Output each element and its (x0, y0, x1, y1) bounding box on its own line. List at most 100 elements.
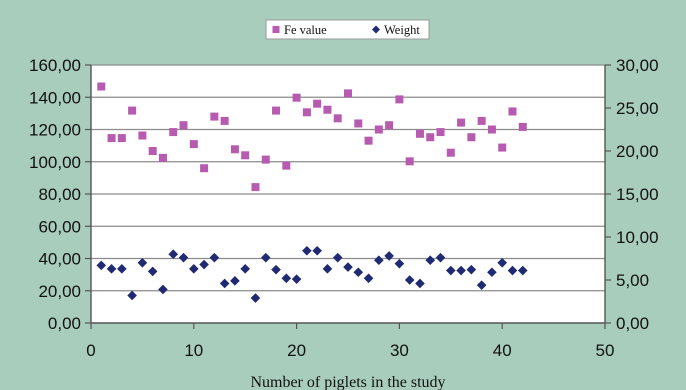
weight-point (291, 274, 302, 284)
weight-point (189, 264, 199, 274)
weight-point (147, 266, 158, 277)
y-tick-label-left: 140,00 (29, 88, 81, 107)
weight-point (466, 264, 477, 275)
weight-point (106, 264, 117, 274)
fe-value-point (498, 143, 507, 152)
data-marks (96, 82, 528, 303)
fe-value-point (282, 161, 291, 170)
axes (85, 64, 611, 329)
legend-box (265, 19, 430, 40)
weight-point (260, 252, 271, 263)
fe-value-point (446, 148, 455, 157)
fe-value-point (230, 145, 239, 154)
x-axis-label: Number of piglets in the study (250, 374, 445, 390)
fe-value-point (374, 125, 383, 134)
fe-value-point (292, 93, 301, 102)
fe-value-point (385, 121, 394, 130)
weight-point (353, 267, 364, 278)
y-tick-label-right: 5,00 (616, 271, 649, 290)
legend-marker-1 (372, 25, 380, 34)
fe-value-point (487, 125, 496, 134)
y-tick-label-left: 40,00 (38, 250, 81, 269)
fe-value-point (241, 151, 250, 160)
fe-value-point (128, 106, 137, 115)
fe-value-point (97, 82, 106, 91)
weight-point (425, 255, 436, 266)
fe-value-point (344, 89, 352, 98)
fe-value-point (436, 128, 445, 137)
weight-point (127, 290, 137, 301)
fe-value-point (477, 116, 486, 125)
weight-point (312, 245, 322, 256)
weight-point (446, 265, 456, 276)
fe-value-point (261, 155, 270, 164)
legend-marker-0 (272, 26, 280, 33)
weight-point (384, 251, 394, 261)
y-tick-label-left: 100,00 (29, 153, 81, 172)
fe-value-point (251, 183, 260, 192)
y-tick-label-right: 15,00 (616, 185, 659, 204)
weight-point (117, 264, 127, 274)
weight-point (230, 276, 240, 286)
weight-point (507, 265, 518, 276)
fe-value-point (518, 122, 527, 131)
fe-value-point (210, 112, 219, 121)
weight-point (415, 278, 425, 289)
x-tick-label: 10 (184, 341, 203, 360)
weight-point (168, 249, 179, 259)
x-tick-label: 30 (390, 341, 409, 360)
weight-point (435, 252, 446, 263)
weight-point (497, 258, 507, 268)
weight-point (404, 275, 415, 285)
y-tick-label-left: 160,00 (29, 56, 81, 75)
fe-value-point (364, 136, 373, 145)
weight-point (456, 265, 466, 276)
fe-value-point (467, 133, 476, 142)
y-tick-label-right: 10,00 (616, 228, 659, 247)
weight-point (302, 245, 312, 256)
fe-value-point (354, 119, 363, 128)
weight-point (322, 264, 333, 274)
legend-label: Fe value (284, 23, 327, 37)
fe-value-point (395, 95, 404, 104)
weight-point (137, 258, 148, 268)
weight-point (271, 264, 281, 275)
x-tick-label: 20 (287, 341, 306, 360)
weight-point (178, 252, 189, 263)
fe-value-point (457, 118, 466, 127)
x-tick-label: 40 (493, 341, 512, 360)
weight-point (374, 255, 384, 266)
legend-label: Weight (384, 23, 420, 37)
y-tick-label-left: 120,00 (29, 121, 81, 140)
y-tick-label-right: 25,00 (616, 99, 659, 118)
fe-value-point (272, 106, 281, 115)
weight-point (219, 278, 230, 289)
fe-value-point (426, 133, 435, 142)
y-tick-label-right: 30,00 (616, 56, 659, 75)
y-tick-label-left: 0,00 (48, 314, 81, 333)
weight-point (487, 267, 497, 278)
weight-point (476, 280, 487, 290)
fe-value-point (405, 157, 414, 166)
fe-value-point (508, 107, 517, 116)
fe-value-point (323, 105, 332, 114)
weight-point (343, 262, 353, 272)
x-tick-label: 0 (86, 341, 95, 360)
fe-value-point (138, 131, 147, 140)
fe-value-point (189, 140, 198, 149)
legend: Fe value Weight (265, 19, 430, 40)
fe-value-point (415, 129, 424, 138)
weight-point (96, 260, 107, 271)
weight-point (332, 252, 343, 263)
y-tick-label-right: 20,00 (616, 142, 659, 161)
fe-value-point (313, 99, 322, 108)
fe-value-point (107, 134, 116, 143)
y-tick-label-left: 60,00 (38, 217, 81, 236)
weight-point (363, 273, 374, 284)
y-tick-label-left: 80,00 (38, 185, 81, 204)
fe-value-point (200, 164, 209, 173)
weight-point (199, 259, 209, 270)
fe-value-point (117, 134, 126, 143)
